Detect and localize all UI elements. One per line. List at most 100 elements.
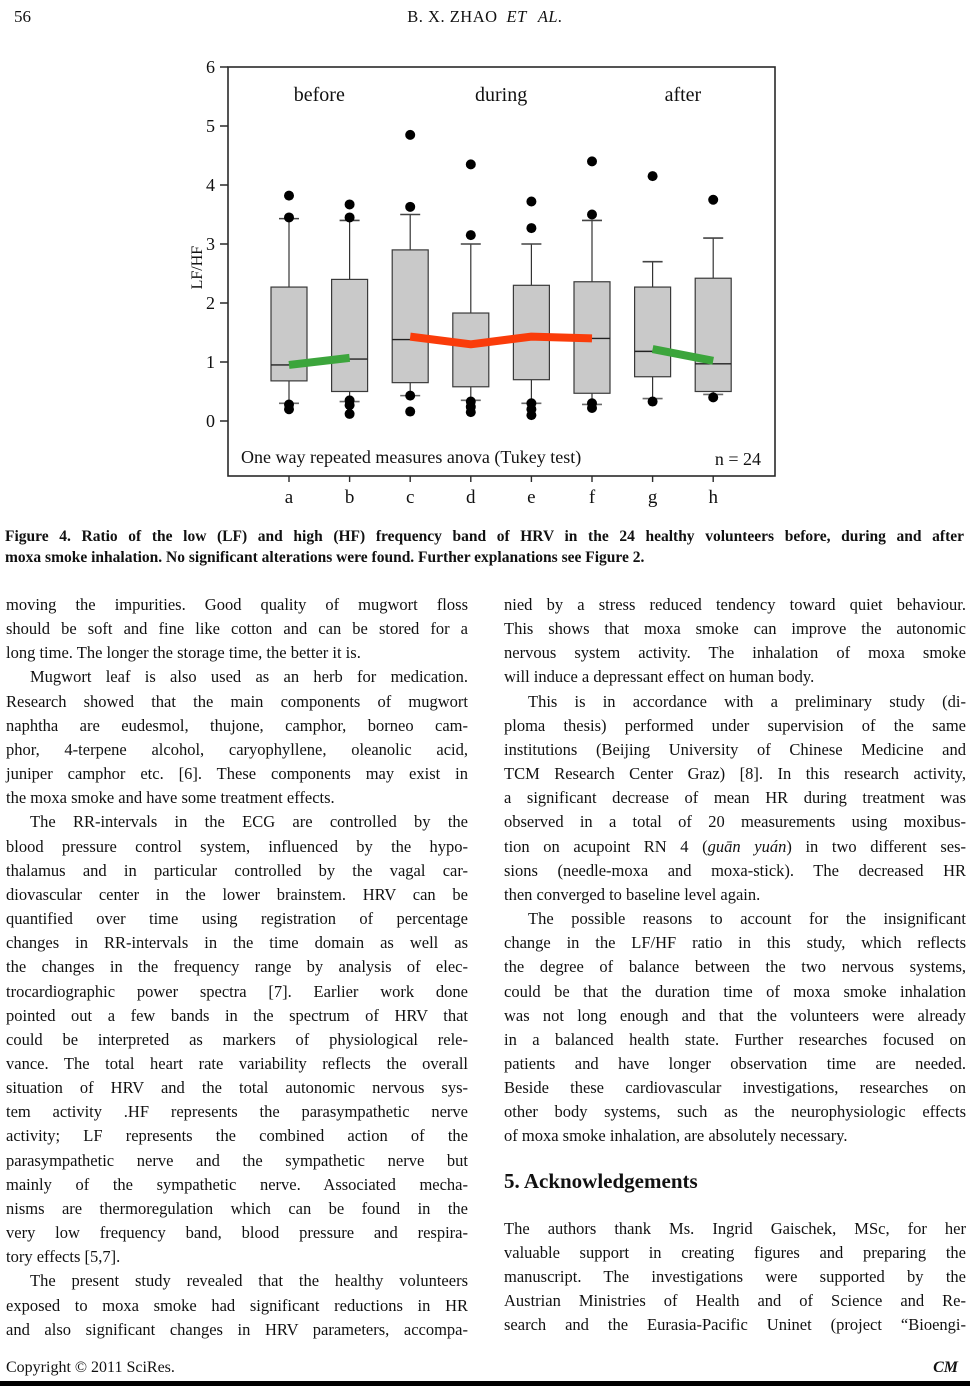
body-text-line: tory effects [5,7].: [6, 1247, 121, 1267]
journal-abbrev: CM: [933, 1359, 958, 1376]
group-label-during: during: [475, 84, 527, 106]
figure-caption: Figure 4. Ratio of the low (LF) and high…: [0, 526, 970, 568]
body-text-line: nied by a stress reduced tendency toward…: [504, 595, 966, 614]
body-text-line: a significant decrease of mean HR during…: [504, 788, 966, 808]
x-category-label: h: [708, 487, 718, 508]
boxplot-box-g: [634, 171, 672, 407]
page-footer: Copyright © 2011 SciRes. CM: [6, 1359, 958, 1377]
group-label-before: before: [294, 84, 345, 106]
y-tick-label: 6: [206, 57, 215, 77]
body-text-line: changes in RR-intervals in the time doma…: [6, 933, 468, 953]
body-text-line: should be soft and fine like cotton and …: [6, 619, 468, 639]
acknowledgements-heading: 5. Acknowledgements: [504, 1168, 698, 1193]
outlier-dot: [587, 156, 597, 167]
y-tick-label: 1: [206, 352, 215, 372]
outlier-dot: [708, 392, 719, 403]
outlier-dot: [405, 129, 416, 140]
outlier-dot: [587, 209, 597, 220]
y-tick-label: 5: [206, 116, 215, 136]
outlier-dot: [344, 212, 355, 223]
after-green-trend-line: [651, 345, 714, 365]
body-text-line: tem activity .HF represents the parasymp…: [6, 1102, 468, 1122]
outlier-dot: [465, 159, 476, 170]
boxplot-box-e: [512, 196, 550, 421]
right-column-part2: The authors thank Ms. Ingrid Gaischek, M…: [504, 1217, 966, 1338]
lfhf-boxplot: 0 1 2 3 4 5 6 LF/HF a b c d e f g h before during after One…: [189, 57, 776, 508]
body-text-line: in a balanced health state. Further rese…: [504, 1029, 966, 1049]
outlier-dot: [465, 407, 476, 418]
body-text-line: sions (needle-moxa and moxa-stick). The …: [504, 860, 966, 880]
bottom-rule: [0, 1381, 970, 1386]
body-text-line: This shows that moxa smoke can improve t…: [504, 619, 966, 639]
x-category-label: e: [527, 487, 535, 508]
body-text-line: Figure 4. Ratio of the low (LF) and high…: [5, 528, 964, 545]
outlier-dot: [526, 410, 537, 421]
body-text-line: long time. The longer the storage time, …: [6, 643, 361, 663]
x-category-label: f: [589, 487, 596, 508]
body-text-line: quantified over time using registration …: [6, 909, 468, 929]
body-text-line: activity; LF represents the combined act…: [6, 1126, 468, 1146]
outlier-dot: [344, 408, 355, 419]
body-text-line: parasympathetic nerve and the sympatheti…: [6, 1150, 468, 1170]
running-title-authors: B. X. ZHAO: [407, 7, 498, 26]
body-text-line: the moxa smoke and have some treatment e…: [6, 788, 335, 808]
right-column: nied by a stress reduced tendency toward…: [504, 593, 966, 1342]
body-text-line: very low frequency band, blood pressure …: [6, 1223, 468, 1243]
body-text-line: trocardiographic power spectra [7]. Earl…: [6, 981, 468, 1001]
anova-annotation: One way repeated measures anova (Tukey t…: [241, 447, 581, 468]
running-title-etal: ET AL.: [506, 7, 563, 26]
before-green-trend-line: [288, 353, 351, 369]
body-text-line: moving the impurities. Good quality of m…: [6, 595, 468, 614]
body-text-line: will induce a depressant effect on human…: [504, 667, 815, 687]
body-text-line: manuscript. The investigations were supp…: [504, 1267, 966, 1287]
y-tick-label: 2: [206, 293, 215, 313]
x-category-label: d: [466, 487, 476, 508]
body-text-line: phor, 4-terpene alcohol, caryophyllene, …: [6, 739, 468, 759]
body-text-line: could be that the duration time of moxa …: [504, 981, 966, 1001]
outlier-dot: [344, 199, 355, 210]
figure-4: 0 1 2 3 4 5 6 LF/HF a b c d e f g h before during after One…: [189, 52, 780, 512]
outlier-dot: [405, 390, 416, 401]
body-text-line: pointed out a few bands in the spectrum …: [6, 1005, 468, 1025]
left-column: moving the impurities. Good quality of m…: [6, 593, 468, 1342]
body-text-line: The possible reasons to account for the …: [528, 909, 966, 929]
body-text-line: other body systems, such as the neurophy…: [504, 1102, 966, 1122]
x-category-label: b: [345, 487, 355, 508]
page-number: 56: [14, 7, 31, 26]
outlier-dot: [526, 223, 537, 234]
outlier-dot: [526, 196, 537, 207]
y-tick-label: 4: [206, 175, 215, 195]
page-header: 56 B. X. ZHAO ET AL.: [0, 0, 970, 35]
y-axis-label: LF/HF: [190, 246, 206, 290]
y-tick-label: 0: [206, 411, 215, 431]
sample-size-label: n = 24: [715, 449, 761, 469]
body-text-line: ploma thesis) performed under supervisio…: [504, 715, 966, 735]
body-text-line: Austrian Ministries of Health and of Sci…: [504, 1291, 966, 1311]
plot-frame: [227, 66, 776, 477]
body-text-line: thalamus and in particular controlled by…: [6, 860, 468, 880]
body-text-line: then converged to baseline level again.: [504, 884, 761, 904]
body-text-line: exposed to moxa smoke had significant re…: [6, 1295, 468, 1315]
body-text-line: was not long enough and that the volunte…: [504, 1005, 966, 1025]
x-category-label: a: [285, 487, 294, 508]
outlier-dot: [405, 406, 416, 417]
body-text-line: nervous system activity. The inhalation …: [504, 643, 966, 663]
group-label-after: after: [665, 84, 702, 106]
body-text-line: could be interpreted as markers of physi…: [6, 1029, 468, 1049]
body-text-line: TCM Research Center Graz) [8]. In this r…: [504, 764, 966, 784]
y-tick-label: 3: [206, 234, 215, 254]
body-text-line: mainly of the sympathetic nerve. Associa…: [6, 1174, 468, 1194]
body-text-line: diovascular center in the lower brainste…: [6, 884, 468, 904]
body-text-line: juniper camphor etc. [6]. These componen…: [6, 764, 468, 784]
body-text-line: Beside these cardiovascular investigatio…: [504, 1078, 966, 1098]
outlier-dot: [708, 194, 719, 205]
body-text-line: blood pressure control system, influence…: [6, 836, 468, 856]
outlier-dot: [405, 201, 416, 212]
boxplot-box-a: [270, 190, 308, 415]
running-title: B. X. ZHAO ET AL.: [0, 7, 970, 27]
body-text-line: search and the Eurasia-Pacific Uninet (p…: [504, 1315, 966, 1335]
body-text-line: nisms are thermoregulation which can be …: [6, 1198, 468, 1218]
body-text-line: change in the LF/HF ratio in this study,…: [504, 933, 966, 953]
outlier-dot: [647, 171, 658, 182]
outlier-dot: [465, 230, 476, 241]
